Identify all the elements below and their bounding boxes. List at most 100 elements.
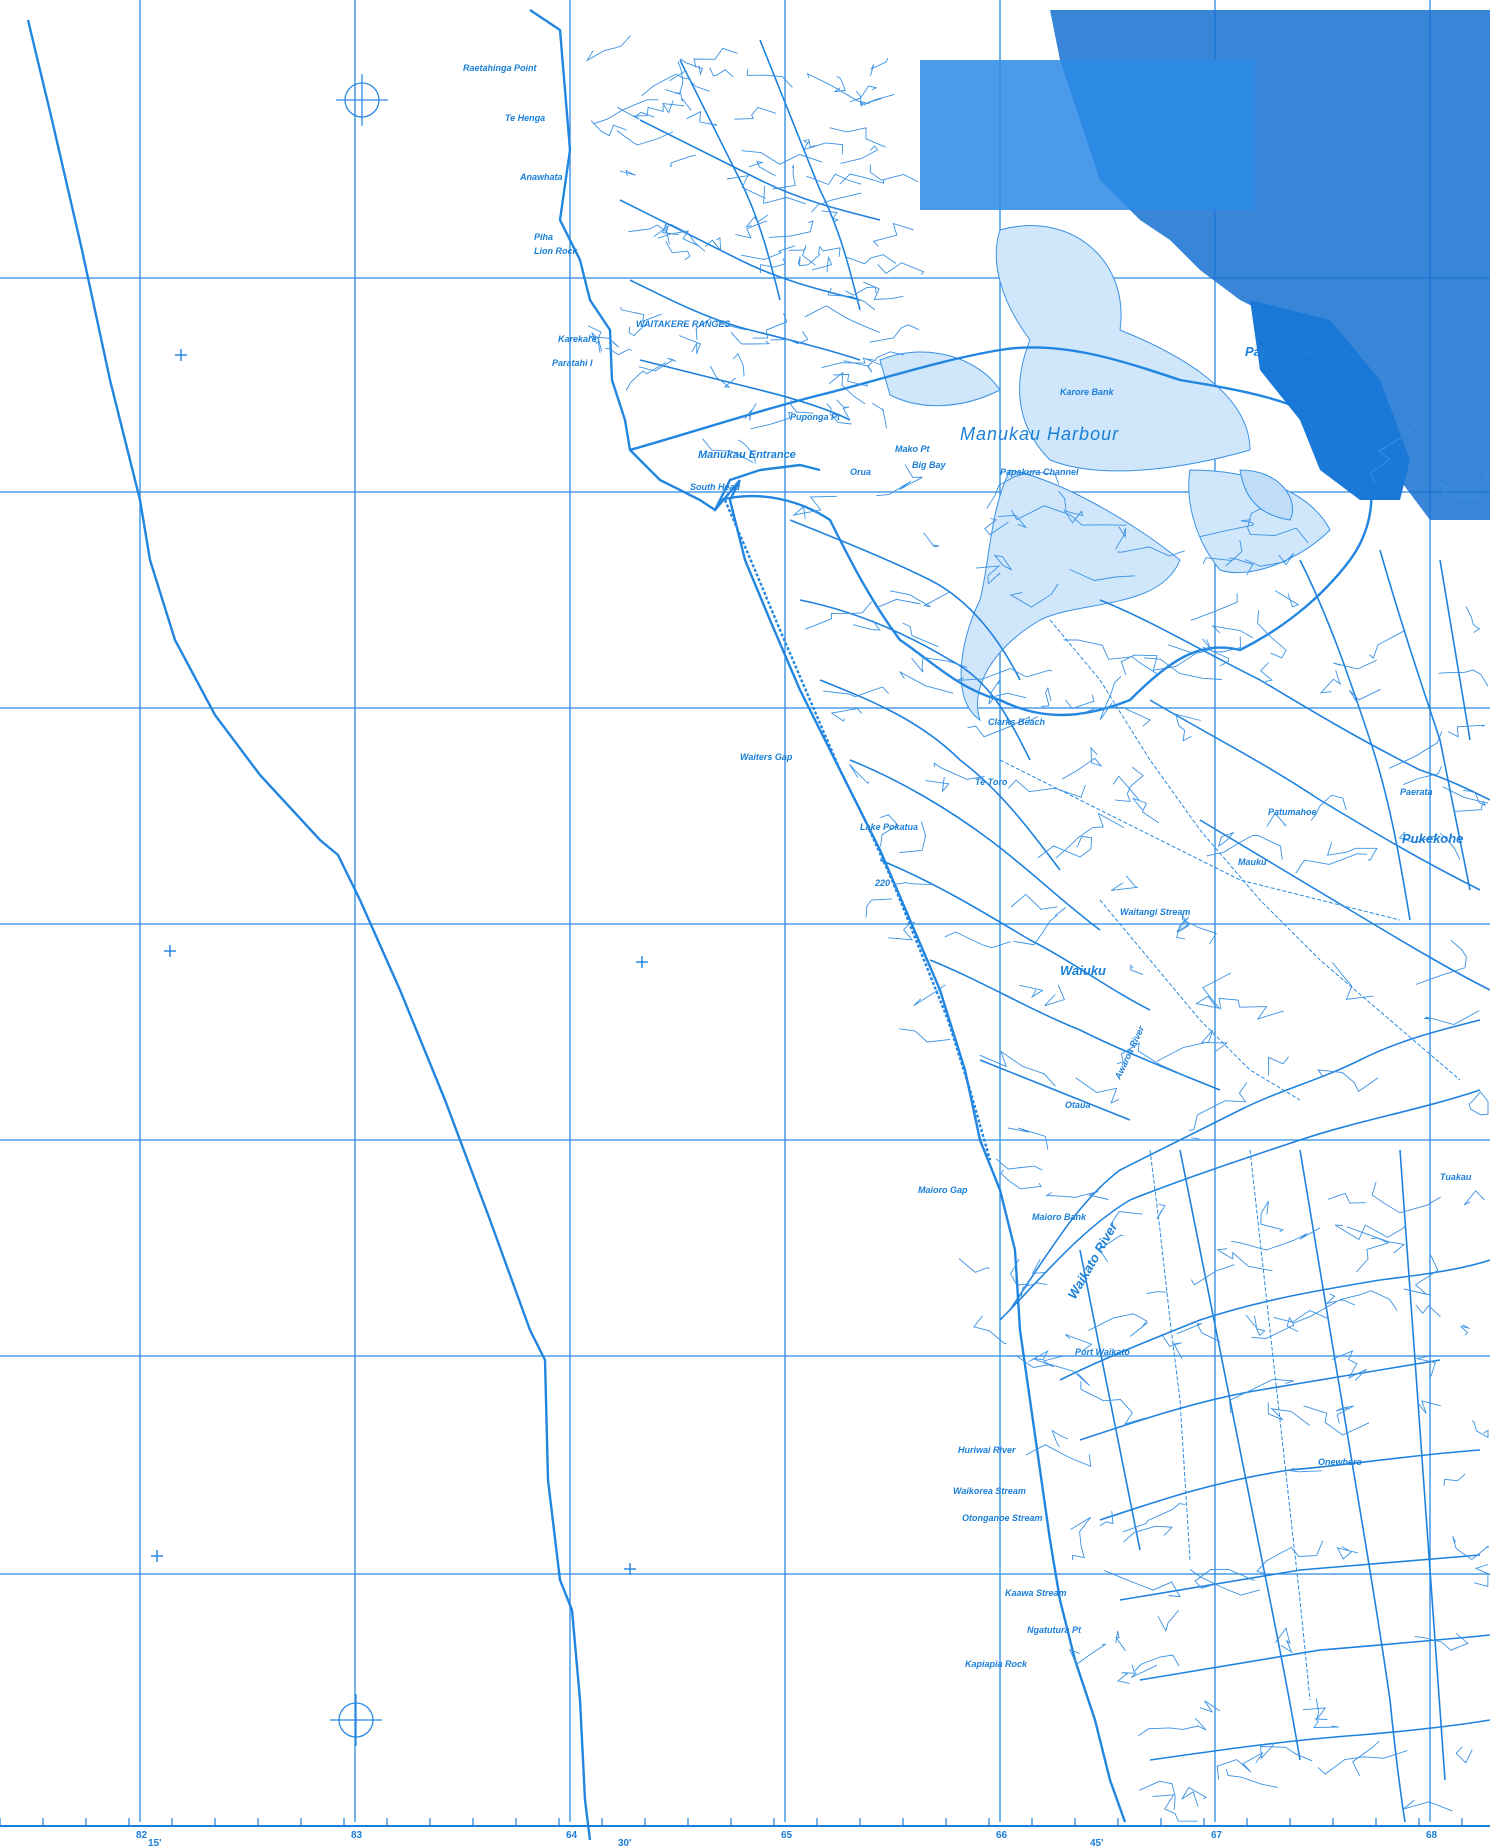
stream-segment (657, 230, 699, 247)
stream-segment (1423, 1010, 1480, 1025)
label-lake-pokatua: Lake Pokatua (860, 822, 918, 832)
stream-segment (861, 98, 882, 107)
stream-segment (1168, 638, 1212, 654)
stream-segment (1115, 526, 1126, 550)
stream-segment (1110, 1211, 1143, 1227)
stream-segment (1414, 1632, 1469, 1651)
stream-segment (944, 931, 1011, 949)
stream-segment (865, 351, 904, 362)
stream-segment (1336, 1546, 1359, 1560)
stream-segment (1138, 1718, 1207, 1737)
stream-segment (759, 258, 787, 274)
stream-segment (1352, 1740, 1380, 1777)
stream-segment (976, 565, 1001, 585)
stream-segment (625, 362, 666, 391)
stream-segment (1075, 1077, 1119, 1104)
label-onewhero: Onewhero (1318, 1457, 1363, 1467)
label-karekare: Karekare (558, 334, 597, 344)
stream-segment (686, 110, 718, 126)
stream-segment (826, 403, 852, 425)
stream-segment (1058, 490, 1084, 524)
stream-segment (1037, 835, 1093, 859)
stream-segment (1257, 610, 1287, 659)
label-mauku: Mauku (1238, 857, 1267, 867)
stream-segment (1202, 540, 1243, 567)
stream-segment (1275, 1627, 1293, 1654)
stream-segment (956, 668, 1053, 681)
stream-segment (1010, 1258, 1030, 1294)
stream-segment (806, 72, 867, 106)
stream-segment (1471, 1420, 1489, 1439)
stream-segment (1015, 1354, 1090, 1386)
stream-segment (1259, 662, 1273, 683)
stream-segment (1146, 1291, 1168, 1295)
stream-segment (1313, 1718, 1340, 1728)
easting-83: 83 (351, 1830, 363, 1841)
stream-segment (1229, 1378, 1294, 1414)
stream-segment (1333, 659, 1377, 670)
stream-segment (752, 313, 788, 339)
label-waiters-gap: Waiters Gap (740, 752, 793, 762)
stream-segment (1211, 625, 1254, 639)
stream-segment (735, 220, 768, 239)
label-anawhata: Anawhata (519, 172, 563, 182)
stream-segment (769, 220, 814, 238)
label-big-bay: Big Bay (912, 460, 947, 470)
label-karore-bank: Karore Bank (1060, 387, 1115, 397)
label-ngatutura-pt: Ngatutura Pt (1027, 1625, 1082, 1635)
stream-segment (1144, 657, 1222, 680)
stream-segment (772, 164, 796, 190)
stream-segment (833, 373, 868, 387)
stream-segment (880, 814, 899, 847)
stream-segment (1398, 831, 1439, 844)
stream-segment (770, 331, 809, 345)
stream-segment (738, 439, 756, 464)
label-waitangi-stream: Waitangi Stream (1120, 907, 1190, 917)
stream-segment (849, 763, 870, 785)
stream-segment (1028, 1349, 1062, 1368)
stream-segment (870, 57, 889, 76)
label-waitakere-ranges: WAITAKERE RANGES (636, 319, 730, 329)
label-papatoetoe: Papatoetoe (1245, 344, 1315, 359)
stream-segment (1088, 1313, 1148, 1337)
stream-segment (693, 47, 738, 68)
stream-segment (1251, 1322, 1294, 1339)
stream-segment (1195, 972, 1232, 1009)
stream-segment (1007, 1127, 1049, 1150)
label-elevation-220: 220 (874, 878, 890, 888)
stream-segment (695, 317, 747, 340)
stream-segment (973, 1315, 1007, 1345)
stream-segment (1317, 1750, 1408, 1775)
stream-segment (1176, 1323, 1221, 1343)
stream-segment (821, 357, 882, 369)
stream-segment (1217, 831, 1235, 847)
stream-segment (1031, 1259, 1048, 1274)
stream-segment (1156, 1029, 1229, 1062)
stream-segment (1131, 797, 1160, 824)
registration-target-top (336, 74, 388, 126)
stream-segment (1061, 746, 1103, 780)
stream-segment (591, 332, 603, 352)
stream-segment (1202, 646, 1230, 667)
stream-segment (1011, 505, 1127, 526)
stream-segment (979, 1050, 1056, 1087)
stream-segment (1111, 875, 1139, 891)
stream-segment (1181, 1786, 1208, 1807)
stream-segment (1008, 779, 1086, 798)
label-kaawa-stream: Kaawa Stream (1005, 1588, 1067, 1598)
stream-segment (1123, 1525, 1174, 1543)
stream-segment (745, 214, 769, 228)
stream-segment (1139, 1780, 1176, 1810)
stream-segment (849, 85, 878, 103)
stream-segment (1069, 568, 1135, 581)
stream-segment (899, 1028, 951, 1043)
stream-segment (1190, 593, 1238, 621)
stream-segment (641, 73, 691, 97)
stream-segment (1122, 1503, 1186, 1533)
longitude-15: 15' (148, 1838, 162, 1846)
label-clarks-beach: Clarks Beach (988, 717, 1046, 727)
stream-segment (1099, 1511, 1114, 1527)
longitude-30: 30' (618, 1838, 632, 1846)
stream-segment (1157, 1609, 1180, 1633)
